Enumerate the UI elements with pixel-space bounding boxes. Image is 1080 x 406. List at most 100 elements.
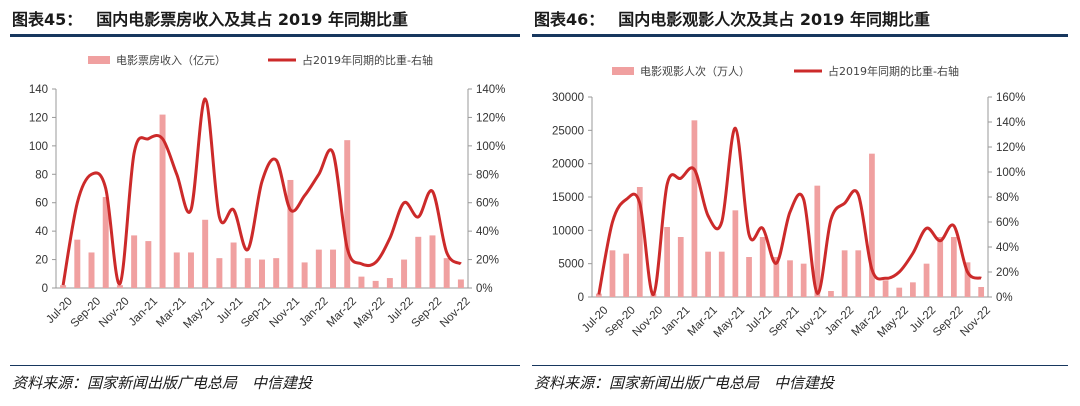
- chart-2-right-tick-label: 20%: [996, 267, 1019, 279]
- chart-2-right-tick-label: 0%: [996, 292, 1013, 304]
- chart-2-figure-label: 图表46：: [534, 10, 605, 29]
- chart-1-left-tick-label: 120: [29, 112, 48, 124]
- chart-1-figure-label: 图表45：: [12, 10, 83, 29]
- chart-2-ratio-line: [597, 126, 982, 297]
- chart-1-legend-bar-swatch: [88, 56, 110, 64]
- chart-1-bar: [88, 252, 95, 288]
- chart-1-right-tick-label: 60%: [476, 198, 499, 210]
- chart-1-right-tick-label: 140%: [476, 84, 505, 96]
- chart-2-right-tick-label: 40%: [996, 242, 1019, 254]
- chart-1-bar: [330, 249, 337, 288]
- chart-2-left-tick-label: 10000: [552, 225, 584, 237]
- chart-1-title: 国内电影票房收入及其占 2019 年同期比重: [96, 10, 408, 29]
- chart-2-legend-bar-label: 电影观影人次（万人）: [640, 64, 750, 78]
- chart-2-bar: [759, 237, 766, 297]
- chart-2-title: 国内电影观影人次及其占 2019 年同期比重: [618, 10, 930, 29]
- chart-1-left-tick-label: 20: [35, 255, 48, 267]
- chart-2-bar: [814, 185, 821, 297]
- chart-1-bar: [429, 235, 436, 288]
- chart-1-left-tick-label: 60: [35, 198, 48, 210]
- chart-2-left-tick-label: 30000: [552, 92, 584, 104]
- chart-2-bar: [732, 210, 739, 297]
- chart-2-bar: [773, 257, 780, 297]
- chart-1-source: 资料来源：国家新闻出版广电总局 中信建投: [12, 374, 313, 392]
- chart-1-bar: [230, 242, 237, 288]
- chart-2-bar: [869, 153, 875, 297]
- chart-1-bar: [315, 249, 322, 288]
- chart-1-legend-line-label: 占2019年同期的比重-右轴: [302, 53, 433, 67]
- chart-1-right-tick-label: 40%: [476, 226, 499, 238]
- chart-2-bar: [636, 187, 643, 297]
- chart-2-bar: [664, 227, 670, 297]
- chart-2-right-tick-label: 160%: [996, 92, 1025, 104]
- chart-2-left-tick-label: 15000: [552, 192, 584, 204]
- chart-1-left-tick-label: 100: [29, 141, 48, 153]
- chart-1-bar: [273, 258, 280, 288]
- chart-1-bar: [415, 236, 422, 288]
- chart-2-bar: [705, 251, 711, 297]
- chart-1-bar: [187, 252, 194, 288]
- chart-2-top-rule: [532, 34, 1068, 37]
- chart-1-bar: [173, 252, 180, 288]
- chart-1-bar: [401, 259, 408, 288]
- chart-1-left-tick-label: 0: [42, 283, 48, 295]
- chart-2-bar: [828, 291, 834, 297]
- chart-2-x-tick-label: May-22: [875, 304, 911, 340]
- chart-2-bar: [964, 262, 971, 297]
- chart-2-x-tick-label: Nov-22: [958, 304, 993, 339]
- chart-2-left-tick-label: 20000: [552, 159, 584, 171]
- chart-1-bar: [287, 179, 294, 288]
- chart-2-legend-bar-swatch: [612, 67, 634, 75]
- chart-1-left-tick-label: 140: [29, 84, 48, 96]
- chart-1-bar: [358, 276, 365, 288]
- chart-2-bar: [609, 250, 616, 297]
- chart-2-x-tick-label: Nov-21: [794, 304, 829, 339]
- chart-1-bar: [301, 262, 308, 288]
- chart-2-x-tick-label: Nov-20: [631, 304, 666, 339]
- chart-1-bar: [443, 258, 450, 288]
- chart-2-bar: [718, 251, 725, 297]
- chart-2-bar: [896, 287, 903, 297]
- chart-2-bar: [937, 237, 944, 297]
- chart-2-right-tick-label: 120%: [996, 142, 1025, 154]
- chart-1-bar: [386, 278, 393, 288]
- chart-1-ratio-line: [61, 97, 462, 286]
- chart-2-bar: [882, 280, 889, 297]
- chart-2-bar: [950, 237, 957, 297]
- chart-2-left-tick-label: 5000: [558, 259, 584, 271]
- chart-2-bar: [855, 250, 862, 297]
- chart-2-title-block: 图表46： 国内电影观影人次及其占 2019 年同期比重: [534, 6, 930, 30]
- chart-1-bar: [60, 285, 67, 288]
- chart-2-legend-line-label: 占2019年同期的比重-右轴: [828, 64, 959, 78]
- chart-2-bar: [746, 257, 752, 297]
- chart-2-left-tick-label: 25000: [552, 125, 584, 137]
- chart-1-left-tick-label: 80: [35, 169, 48, 181]
- chart-1-right-tick-label: 100%: [476, 141, 505, 153]
- chart-1-bar: [244, 258, 251, 288]
- chart-1-bar: [159, 114, 166, 288]
- chart-2-bar: [841, 250, 848, 297]
- chart-2-x-tick-label: May-21: [712, 304, 748, 340]
- chart-2-left-tick-label: 0: [578, 292, 584, 304]
- chart-1-bar: [116, 285, 123, 288]
- chart-1-bar: [74, 239, 81, 288]
- chart-1-bar: [131, 235, 138, 288]
- chart-1-right-tick-label: 80%: [476, 169, 499, 181]
- chart-1-left-tick-label: 40: [35, 226, 48, 238]
- chart-2-bottom-rule: [532, 365, 1068, 366]
- chart-2-right-tick-label: 80%: [996, 192, 1019, 204]
- chart-2-right-tick-label: 60%: [996, 217, 1019, 229]
- chart-2-bar: [910, 282, 916, 297]
- chart-1-right-tick-label: 120%: [476, 112, 505, 124]
- chart-1-bar: [372, 280, 379, 288]
- chart-1-bar: [344, 140, 351, 288]
- chart-2-bar: [677, 237, 684, 297]
- chart-1-title-block: 图表45： 国内电影票房收入及其占 2019 年同期比重: [12, 6, 408, 30]
- chart-2-source: 资料来源：国家新闻出版广电总局 中信建投: [534, 374, 835, 392]
- chart-1-bar: [102, 197, 109, 288]
- chart-1-right-tick-label: 20%: [476, 255, 499, 267]
- chart-2-bar: [923, 263, 930, 297]
- chart-1-bar: [259, 259, 265, 288]
